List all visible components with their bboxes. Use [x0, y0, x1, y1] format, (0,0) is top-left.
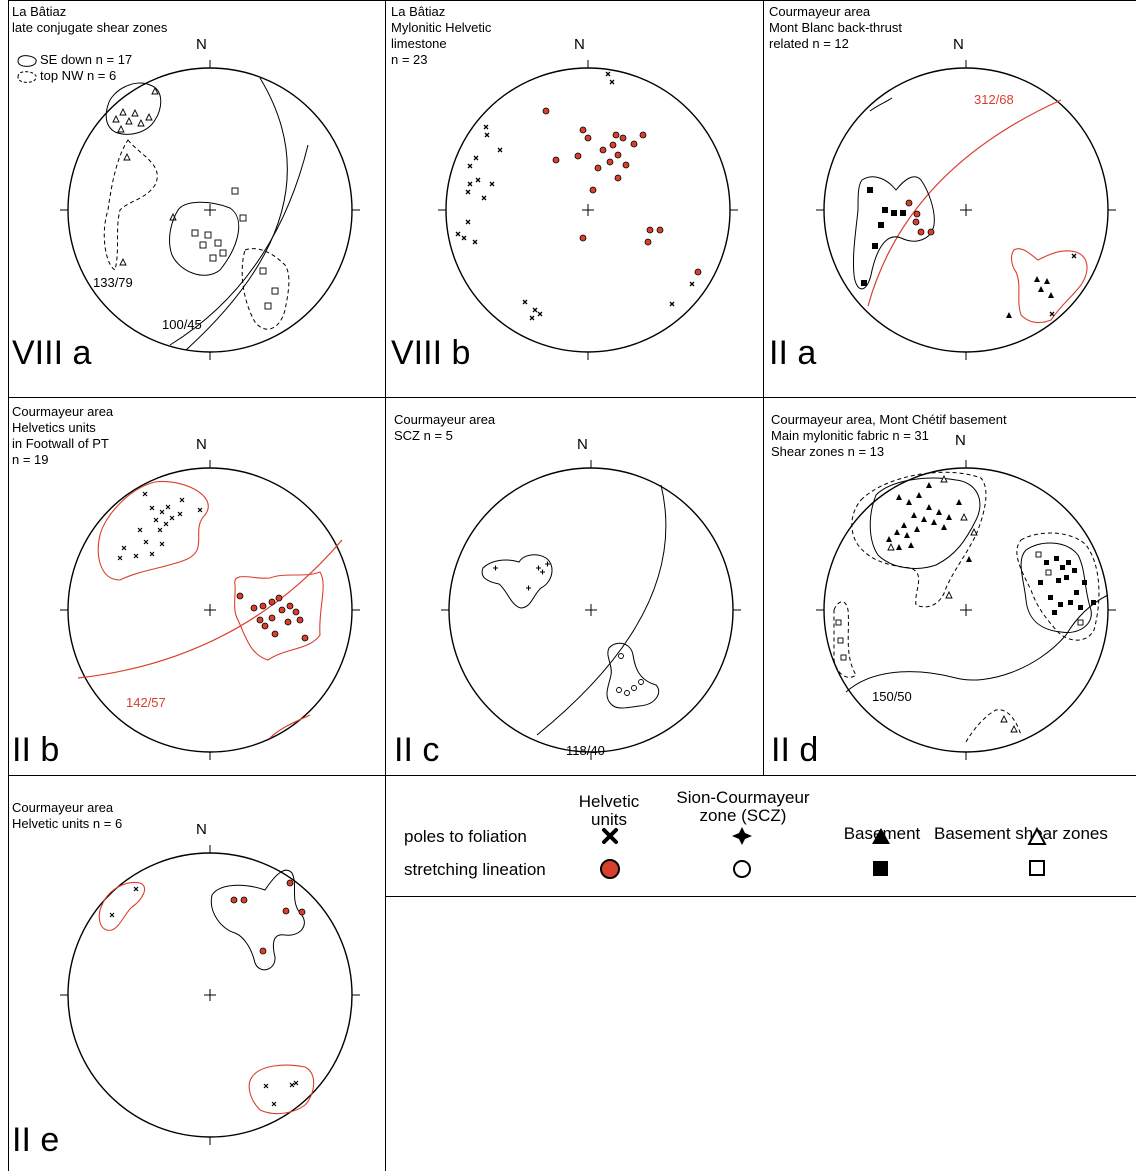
north-label: N — [196, 436, 207, 453]
triangle-symbols — [112, 86, 177, 266]
scz-lineation-rings — [616, 653, 644, 696]
panel-count: Main mylonitic fabric n = 31 — [771, 428, 929, 443]
panel-id: II c — [394, 731, 440, 769]
shear-zone-squares — [835, 551, 1084, 661]
panel-id: VIII a — [12, 334, 92, 372]
square-symbols — [861, 187, 906, 286]
pole-crosses — [109, 886, 299, 1107]
panel-title: La Bâtiaz — [391, 4, 446, 19]
shear-zone-triangles — [887, 474, 1018, 733]
dashed-contour-key-icon — [17, 71, 37, 83]
great-circle-label: 312/68 — [974, 92, 1014, 107]
pole-crosses — [455, 71, 695, 321]
cross-icon — [602, 828, 618, 844]
panel-title: Courmayeur area — [394, 412, 496, 427]
solid-contour-key-icon — [17, 55, 37, 67]
scz-pole-plus — [493, 561, 550, 591]
square-symbols — [191, 187, 279, 310]
basement-triangles — [886, 482, 972, 562]
north-label: N — [574, 36, 585, 53]
panel-subtitle: late conjugate shear zones — [12, 20, 168, 35]
panel-count: n = 23 — [391, 52, 428, 67]
great-circle-label: 142/57 — [126, 695, 166, 710]
ring-icon — [733, 860, 751, 878]
north-label: N — [953, 36, 964, 53]
lineation-dots — [542, 107, 702, 276]
panel-id: VIII b — [391, 334, 471, 372]
great-circle-label: 133/79 — [93, 275, 133, 290]
great-circle-label: 118/40 — [566, 743, 605, 758]
stereonet-ii-b — [60, 460, 360, 760]
panel-subtitle: in Footwall of PT — [12, 436, 109, 451]
panel-title: Courmayeur area — [769, 4, 871, 19]
panel-count: Helvetic units n = 6 — [12, 816, 123, 831]
great-circle-label: 150/50 — [872, 689, 912, 704]
panel-subtitle: Mont Blanc back-thrust — [769, 20, 902, 35]
north-label: N — [196, 821, 207, 838]
open-square-icon — [1029, 860, 1045, 876]
panel-subtitle: limestone — [391, 36, 447, 51]
red-dot-icon — [600, 859, 620, 879]
panel-id: II a — [769, 334, 817, 372]
pole-crosses — [117, 491, 203, 561]
lineation-dots — [230, 879, 306, 955]
panel-count: SCZ n = 5 — [394, 428, 453, 443]
legend-symbols — [600, 826, 1047, 879]
panel-subtitle: Helvetics units — [12, 420, 96, 435]
north-label: N — [196, 36, 207, 53]
panel-title: Courmayeur area — [12, 800, 114, 815]
stereonet-ii-e — [60, 845, 360, 1145]
triangle-symbols — [1006, 276, 1054, 318]
north-label: N — [955, 432, 966, 449]
legend-row-foliation: poles to foliation — [404, 827, 527, 846]
panel-title: La Bâtiaz — [12, 4, 67, 19]
open-triangle-icon — [1027, 826, 1047, 845]
stereonet-viii-a — [60, 60, 360, 360]
panel-count: related n = 12 — [769, 36, 849, 51]
key-label: top NW n = 6 — [40, 68, 117, 83]
panel-title: Courmayeur area, Mont Chétif basement — [771, 412, 1007, 427]
panel-count: n = 19 — [12, 452, 49, 467]
panel-title: Courmayeur area — [12, 404, 114, 419]
panel-id: II b — [12, 731, 60, 769]
key-label: SE down n = 17 — [40, 52, 133, 67]
legend-column-scz: Sion-Courmayeur zone (SCZ) — [676, 788, 810, 825]
legend-column-helvetic: Helvetic units — [578, 792, 640, 829]
legend-row-lineation: stretching lineation — [404, 860, 546, 879]
plus-star-icon — [732, 827, 752, 845]
lineation-dots — [905, 199, 935, 236]
stereonet-viii-b — [438, 60, 738, 360]
legend-column-basement-shear: Basement shear zones — [934, 824, 1108, 843]
panel-id: II e — [12, 1121, 60, 1159]
filled-square-icon — [873, 861, 888, 876]
panel-count: Shear zones n = 13 — [771, 444, 885, 459]
stereonet-ii-d — [816, 460, 1116, 760]
north-label: N — [577, 436, 588, 453]
basement-squares — [1038, 556, 1096, 615]
filled-triangle-icon — [872, 828, 890, 844]
stereonet-ii-c — [441, 460, 741, 760]
great-circle-label: 100/45 — [162, 317, 202, 332]
panel-subtitle: Mylonitic Helvetic — [391, 20, 492, 35]
panel-id: II d — [771, 731, 819, 769]
stereonet-ii-a — [816, 60, 1116, 360]
lineation-dots — [236, 592, 309, 642]
